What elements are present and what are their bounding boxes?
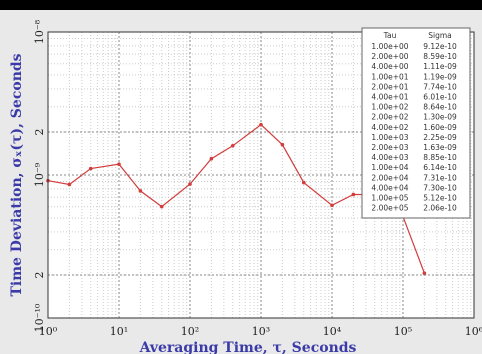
data-point	[422, 271, 427, 275]
data-point	[67, 182, 72, 187]
data-table	[361, 27, 471, 219]
table-cell: 8.85e-10	[423, 153, 457, 162]
table-cell: 9.12e-10	[423, 42, 457, 51]
x-tick-label: 10¹	[110, 325, 128, 338]
y-tick-label: 2	[33, 271, 46, 278]
data-point	[330, 203, 334, 208]
data-point	[88, 166, 93, 171]
table-cell: 1.63e-09	[423, 143, 457, 152]
data-point	[230, 144, 235, 148]
x-axis-label: Averaging Time, τ, Seconds	[139, 340, 357, 354]
table-cell: 1.19e-09	[423, 72, 457, 81]
table-cell: 5.12e-10	[423, 194, 457, 203]
data-point	[117, 162, 121, 166]
y-tick-label: 10⁻⁹	[33, 162, 46, 187]
table-cell: 4.00e+01	[371, 93, 408, 102]
table-cell: 1.00e+01	[371, 72, 408, 81]
table-header: Tau	[383, 31, 397, 40]
data-point	[138, 189, 143, 193]
table-cell: 2.00e+03	[371, 143, 408, 152]
data-point	[351, 192, 356, 197]
table-cell: 6.14e-10	[423, 163, 457, 172]
table-cell: 1.00e+00	[371, 42, 408, 51]
table-cell: 2.06e-10	[423, 204, 457, 213]
table-cell: 2.00e+02	[371, 113, 408, 122]
table-cell: 8.64e-10	[423, 103, 457, 112]
y-axis-label: Time Deviation, σₓ(τ), Seconds	[9, 53, 25, 296]
table-cell: 1.60e-09	[423, 123, 457, 132]
table-cell: 1.11e-09	[423, 62, 457, 71]
x-tick-label: 10⁴	[323, 325, 342, 338]
table-cell: 7.31e-10	[423, 173, 457, 182]
table-cell: 1.00e+02	[371, 103, 408, 112]
x-tick-label: 10³	[252, 325, 270, 338]
x-tick-label: 10⁵	[394, 325, 412, 338]
table-cell: 1.00e+05	[371, 194, 408, 203]
table-cell: 4.00e+03	[371, 153, 408, 162]
table-cell: 4.00e+02	[371, 123, 408, 132]
table-cell: 1.30e-09	[423, 113, 457, 122]
table-cell: 6.01e-10	[423, 93, 457, 102]
table-cell: 1.00e+04	[371, 163, 408, 172]
data-point	[209, 156, 214, 161]
table-header: Sigma	[428, 31, 452, 40]
data-point	[188, 182, 192, 186]
table-cell: 4.00e+04	[371, 183, 408, 192]
y-tick-label: 2	[33, 128, 46, 135]
y-tick-label: 10⁻¹⁰	[33, 303, 46, 332]
table-cell: 4.00e+00	[371, 62, 408, 71]
data-point	[301, 180, 306, 185]
table-cell: 2.00e+05	[371, 204, 408, 213]
table-cell: 2.25e-09	[423, 133, 457, 142]
table-cell: 2.00e+01	[371, 82, 408, 91]
table-cell: 8.59e-10	[423, 52, 457, 61]
data-point	[159, 204, 164, 209]
table-cell: 2.00e+00	[371, 52, 408, 61]
table-cell: 1.00e+03	[371, 133, 408, 142]
y-tick-label: 10⁻⁸	[33, 19, 46, 44]
data-point	[280, 142, 285, 147]
table-cell: 2.00e+04	[371, 173, 408, 182]
plot-frame	[47, 31, 475, 319]
data-point	[259, 122, 263, 127]
x-tick-label: 10⁶	[465, 325, 482, 338]
x-tick-label: 10²	[181, 325, 199, 338]
x-tick-label: 10⁰	[39, 325, 58, 338]
table-cell: 7.74e-10	[423, 82, 457, 91]
table-cell: 7.30e-10	[423, 183, 457, 192]
